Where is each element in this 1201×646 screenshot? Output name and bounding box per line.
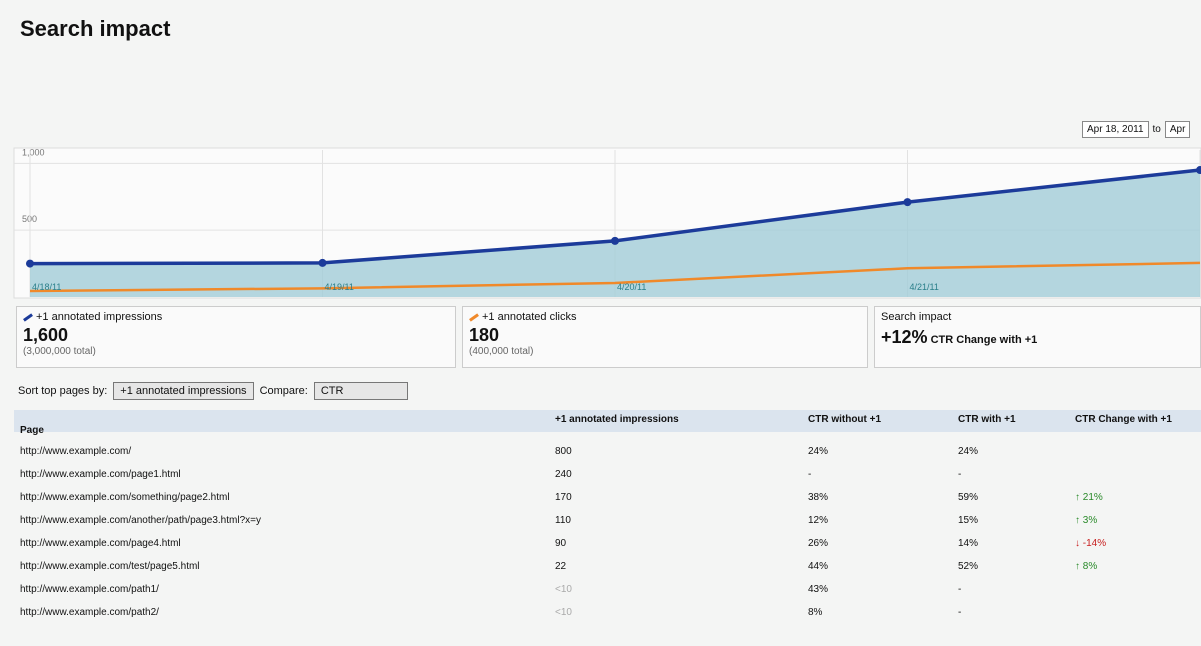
page-url[interactable]: http://www.example.com/test/page5.html [20, 561, 200, 572]
table-cell: 44% [808, 561, 828, 572]
ctr-change: ↑ 21% [1075, 492, 1103, 503]
ctr-change: ↓ -14% [1075, 538, 1106, 549]
table-cell: 110 [555, 515, 571, 526]
change-text: 3% [1083, 515, 1097, 526]
trend-arrow: ↑ [1075, 515, 1083, 526]
change-text: 21% [1083, 492, 1103, 503]
table-header: CTR with +1 [958, 414, 1016, 425]
table-cell: - [808, 469, 811, 480]
table-cell: 12% [808, 515, 828, 526]
table-cell: 26% [808, 538, 828, 549]
table-header: +1 annotated impressions [555, 414, 679, 425]
table-cell: 90 [555, 538, 566, 549]
page-url[interactable]: http://www.example.com/page1.html [20, 469, 181, 480]
ctr-change: ↑ 8% [1075, 561, 1097, 572]
page-url[interactable]: http://www.example.com/ [20, 446, 131, 457]
table-header: CTR Change with +1 [1075, 414, 1172, 425]
table-cell: 38% [808, 492, 828, 503]
table-cell: <10 [555, 607, 572, 618]
page-url[interactable]: http://www.example.com/another/path/page… [20, 515, 261, 526]
table-cell: 800 [555, 446, 572, 457]
table-header: CTR without +1 [808, 414, 881, 425]
trend-arrow: ↑ [1075, 561, 1083, 572]
table-cell: 43% [808, 584, 828, 595]
page-url[interactable]: http://www.example.com/something/page2.h… [20, 492, 230, 503]
table-cell: 59% [958, 492, 978, 503]
change-text: -14% [1083, 538, 1106, 549]
trend-arrow: ↓ [1075, 538, 1083, 549]
page-url[interactable]: http://www.example.com/path2/ [20, 607, 159, 618]
change-text: 8% [1083, 561, 1097, 572]
table-cell: 24% [808, 446, 828, 457]
table-cell: 170 [555, 492, 572, 503]
table-cell: 15% [958, 515, 978, 526]
page: {"header": {"title": "Search impact", "d… [0, 0, 1201, 646]
table-header: Page [20, 425, 44, 436]
table-cell: 52% [958, 561, 978, 572]
table: Page +1 annotated impressions CTR without … [0, 0, 1201, 646]
table-cell: 14% [958, 538, 978, 549]
trend-arrow: ↑ [1075, 492, 1083, 503]
table-cell: 24% [958, 446, 978, 457]
table-cell: <10 [555, 584, 572, 595]
ctr-change: ↑ 3% [1075, 515, 1097, 526]
table-cell: - [958, 584, 961, 595]
table-cell: - [958, 607, 961, 618]
table-cell: 240 [555, 469, 572, 480]
table-cell: 8% [808, 607, 822, 618]
table-cell: 22 [555, 561, 566, 572]
table-cell: - [958, 469, 961, 480]
page-url[interactable]: http://www.example.com/path1/ [20, 584, 159, 595]
page-url[interactable]: http://www.example.com/page4.html [20, 538, 181, 549]
